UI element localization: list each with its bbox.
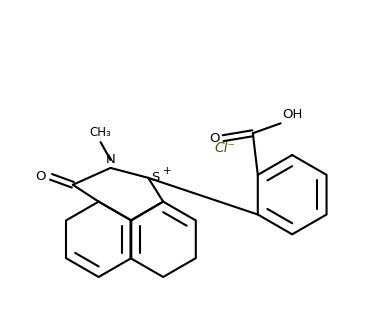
Text: +: + (163, 166, 172, 176)
Text: O: O (210, 132, 220, 145)
Text: O: O (36, 170, 46, 183)
Text: Cl⁻: Cl⁻ (214, 141, 235, 155)
Text: N: N (106, 153, 116, 166)
Text: OH: OH (283, 108, 303, 121)
Text: CH₃: CH₃ (90, 126, 112, 139)
Text: S: S (151, 171, 160, 184)
